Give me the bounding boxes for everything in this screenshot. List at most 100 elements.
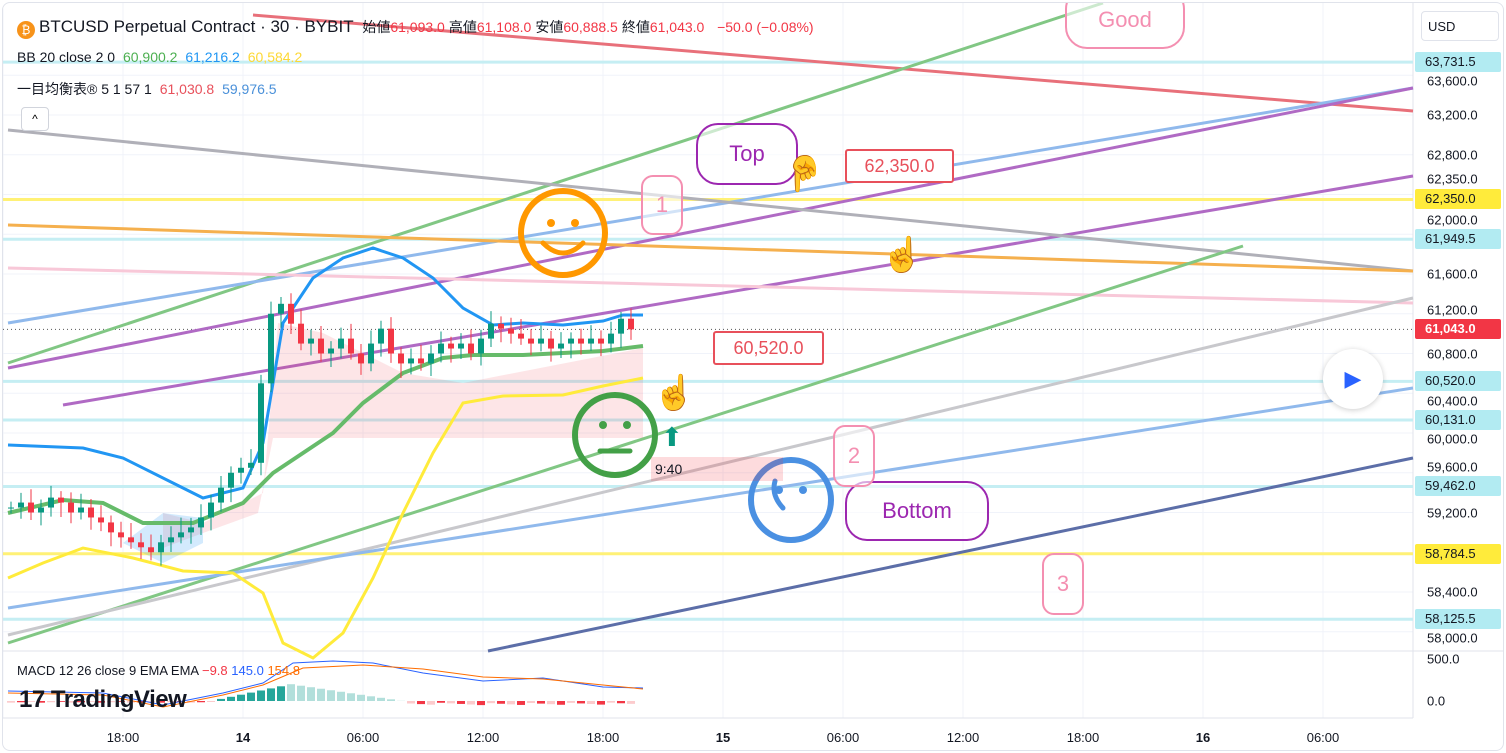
price-axis-label: 63,600.0 <box>1427 73 1478 89</box>
bitcoin-icon: ₿ <box>17 21 35 39</box>
candle-body <box>58 497 64 503</box>
price-note-62350[interactable]: 62,350.0 <box>845 149 954 183</box>
price-axis-label: 58,400.0 <box>1427 584 1478 600</box>
macd-histogram-bar <box>37 701 45 703</box>
macd-histogram-bar <box>617 701 625 704</box>
macd-histogram-bar <box>117 701 125 702</box>
collapse-legend-button[interactable]: ^ <box>21 107 49 131</box>
candle-body <box>138 542 144 548</box>
macd-histogram-bar <box>227 696 235 701</box>
price-axis-label: 59,600.0 <box>1427 459 1478 475</box>
macd-value: 145.0 <box>231 663 264 678</box>
price-axis-label: 60,000.0 <box>1427 431 1478 447</box>
bb-upper: 61,216.2 <box>185 49 240 65</box>
logo-text: TradingView <box>50 686 187 713</box>
trend-line <box>7 86 1414 370</box>
chart-canvas[interactable] <box>3 3 1504 751</box>
candle-body <box>268 313 274 384</box>
label-1[interactable]: 1 <box>641 175 683 235</box>
macd-histogram-bar <box>537 701 545 704</box>
bottom-callout[interactable]: Bottom <box>845 481 989 541</box>
price-tag[interactable]: 59,462.0 <box>1415 476 1501 497</box>
trend-line <box>62 174 1414 407</box>
price-tag[interactable]: 63,731.5 <box>1415 52 1501 73</box>
tradingview-logo[interactable]: 17 TradingView <box>19 686 187 713</box>
candle-body <box>168 537 174 543</box>
trend-line <box>7 223 1414 273</box>
trend-line <box>7 386 1414 610</box>
macd-histogram-bar <box>217 698 225 701</box>
price-note-60520[interactable]: 60,520.0 <box>713 331 824 365</box>
candle-body <box>308 338 314 344</box>
candle-body <box>238 467 244 473</box>
symbol-title[interactable]: BTCUSD Perpetual Contract · 30 · BYBIT <box>39 17 354 36</box>
candle-body <box>158 542 164 553</box>
candle-body <box>78 507 84 513</box>
bb-legend[interactable]: BB 20 close 2 0 60,900.2 61,216.2 60,584… <box>17 49 306 65</box>
macd-histogram-bar <box>607 701 615 703</box>
pointing-hand-icon[interactable]: ☝ <box>653 374 696 412</box>
ohlc-key: 高値 <box>448 19 477 35</box>
top-callout[interactable]: Top <box>696 123 798 185</box>
price-axis-label: 62,000.0 <box>1427 212 1478 228</box>
price-tag[interactable]: 58,125.5 <box>1415 609 1501 630</box>
candle-body <box>38 507 44 513</box>
time-axis-label: 12:00 <box>946 730 980 745</box>
confused-face-icon <box>748 457 834 543</box>
pointing-hand-icon[interactable]: ☝ <box>881 236 924 274</box>
macd-histogram-bar <box>427 701 435 705</box>
bb-basis: 60,900.2 <box>122 49 178 65</box>
candle-body <box>18 502 24 508</box>
candle-body <box>148 547 154 553</box>
price-tag[interactable]: 58,784.5 <box>1415 543 1501 564</box>
candle-body <box>578 338 584 344</box>
macd-histogram-bar <box>307 687 315 701</box>
time-range-box[interactable]: 9:40 <box>651 457 783 481</box>
macd-histogram-bar <box>487 701 495 704</box>
time-axis-label: 12:00 <box>466 730 500 745</box>
pointing-hand-icon[interactable]: ☝ <box>783 154 826 192</box>
price-tag[interactable]: 60,520.0 <box>1415 371 1501 392</box>
macd-signal-line <box>7 664 644 708</box>
macd-histogram-bar <box>147 701 155 702</box>
macd-histogram-bar <box>317 688 325 701</box>
macd-histogram-bar <box>47 701 55 703</box>
time-axis-label: 15 <box>715 730 731 745</box>
ohlc-key: 安値 <box>535 19 564 35</box>
macd-histogram-bar <box>197 701 205 703</box>
macd-histogram-bar <box>267 688 275 701</box>
candle-body <box>228 472 234 488</box>
macd-histogram-bar <box>527 701 535 704</box>
good-callout[interactable]: Good <box>1065 3 1185 49</box>
time-axis-label: 06:00 <box>346 730 380 745</box>
label-2[interactable]: 2 <box>833 425 875 487</box>
ohlc-value: 60,888.5 <box>563 19 618 35</box>
currency-selector[interactable]: USD <box>1421 11 1499 41</box>
macd-legend[interactable]: MACD 12 26 close 9 EMA EMA −9.8 145.0 15… <box>17 663 300 678</box>
macd-histogram-bar <box>257 690 265 701</box>
price-tag[interactable]: 62,350.0 <box>1415 189 1501 210</box>
price-axis-label: 61,200.0 <box>1427 302 1478 318</box>
price-axis-label: 60,800.0 <box>1427 346 1478 361</box>
candle-body <box>198 517 204 528</box>
smiley-face-icon-eye <box>547 219 555 227</box>
price-tag[interactable]: 61,949.5 <box>1415 229 1501 250</box>
price-axis-label: 58,000.0 <box>1427 630 1478 646</box>
macd-histogram-bar <box>457 701 465 704</box>
trend-line <box>7 3 1104 365</box>
play-button[interactable]: ▶ <box>1323 349 1383 409</box>
label-3[interactable]: 3 <box>1042 553 1084 615</box>
price-axis-label: 59,200.0 <box>1427 505 1478 520</box>
arrow-up-icon[interactable]: ⬆ <box>661 422 683 452</box>
neutral-face-icon <box>572 392 658 478</box>
candle-body <box>378 328 384 344</box>
candle-body <box>258 383 264 463</box>
candle-body <box>448 343 454 349</box>
price-tag[interactable]: 60,131.0 <box>1415 409 1501 430</box>
ichimoku-legend[interactable]: 一目均衡表® 5 1 57 1 61,030.8 59,976.5 <box>17 79 281 99</box>
candle-body <box>408 358 414 364</box>
price-tag[interactable]: 61,043.0 <box>1415 319 1501 340</box>
candle-body <box>88 507 94 518</box>
neutral-face-icon-eye <box>623 421 631 429</box>
